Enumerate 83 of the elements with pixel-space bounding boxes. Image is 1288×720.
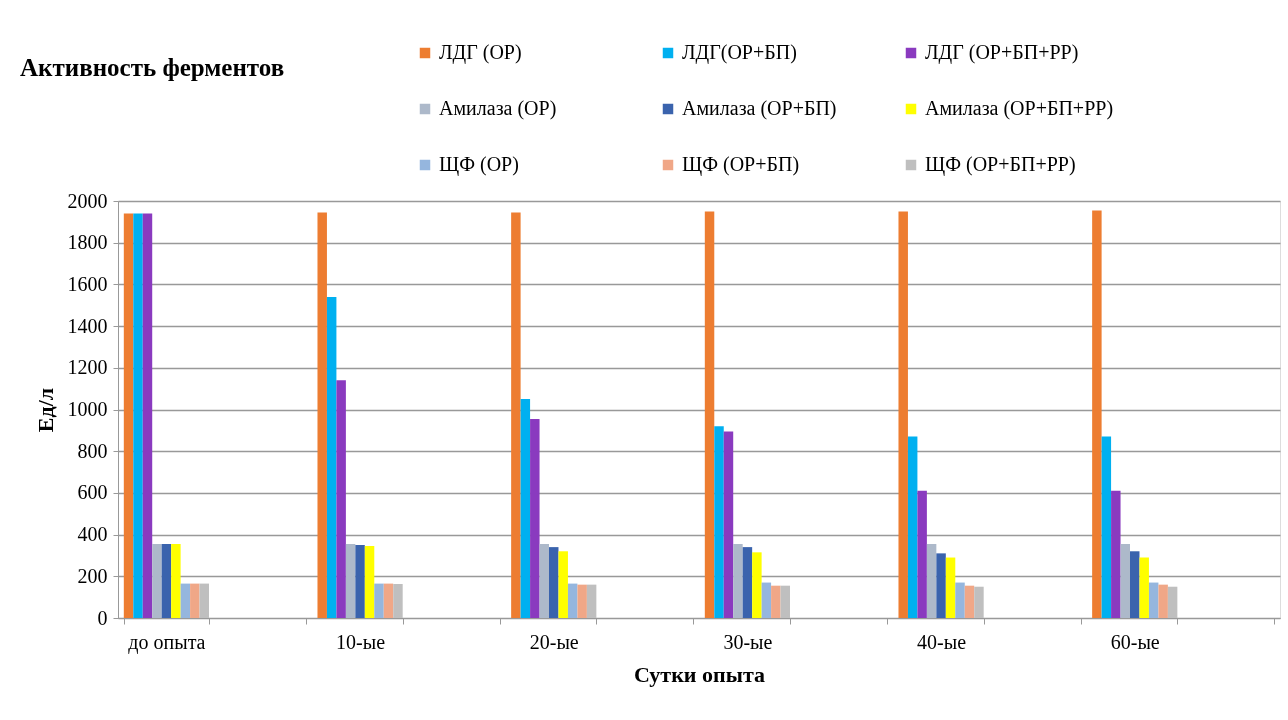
bar bbox=[761, 582, 772, 618]
y-tick-label: 600 bbox=[77, 481, 108, 504]
bar bbox=[199, 583, 210, 618]
y-tick-label: 200 bbox=[77, 564, 108, 587]
bar bbox=[1111, 490, 1121, 618]
y-tick-label: 800 bbox=[77, 439, 108, 462]
bar bbox=[383, 583, 394, 618]
bar bbox=[704, 211, 715, 618]
bar bbox=[355, 545, 365, 618]
y-tick-label: 1600 bbox=[67, 272, 108, 295]
bar bbox=[771, 585, 781, 618]
bar bbox=[374, 583, 384, 618]
y-axis-title: Ед/л bbox=[32, 387, 58, 433]
bar bbox=[964, 585, 975, 618]
y-tick-label: 400 bbox=[77, 523, 108, 546]
y-tick-label: 1400 bbox=[67, 314, 108, 337]
y-tick-label: 2000 bbox=[67, 189, 108, 212]
bar bbox=[345, 543, 356, 618]
legend-label: Амилаза (ОР+БП) bbox=[682, 97, 837, 120]
bar bbox=[1130, 551, 1140, 618]
bar bbox=[577, 584, 587, 618]
y-tick-label: 1200 bbox=[67, 356, 108, 379]
bar bbox=[780, 585, 791, 618]
x-tick-label: 30-ые bbox=[723, 630, 773, 653]
bar bbox=[917, 490, 927, 618]
bar bbox=[142, 213, 153, 618]
bar bbox=[336, 380, 346, 618]
y-tick-label: 1000 bbox=[67, 398, 108, 420]
bar bbox=[936, 553, 946, 618]
legend-label: ЛДГ (ОР+БП+РР) bbox=[925, 41, 1079, 64]
legend-label: Амилаза (ОР) bbox=[439, 97, 557, 120]
bar bbox=[1148, 582, 1159, 618]
legend-label: ЛДГ (ОР) bbox=[439, 41, 522, 64]
bar bbox=[1158, 584, 1168, 618]
bar bbox=[317, 212, 327, 618]
bar bbox=[152, 543, 162, 618]
bar bbox=[190, 583, 200, 618]
bar bbox=[714, 426, 724, 618]
bar bbox=[1120, 543, 1131, 618]
x-tick-label: 40-ые bbox=[917, 630, 967, 653]
bar bbox=[161, 543, 172, 618]
bar bbox=[898, 211, 908, 618]
bar bbox=[733, 543, 743, 618]
legend-label: Амилаза (ОР+БП+РР) bbox=[925, 97, 1114, 120]
bar bbox=[326, 296, 337, 618]
bar bbox=[123, 213, 134, 618]
x-tick-label: 10-ые bbox=[336, 630, 386, 653]
bar bbox=[586, 584, 597, 618]
x-tick-label: 20-ые bbox=[529, 630, 579, 653]
x-tick-label: до опыта bbox=[128, 630, 206, 654]
x-axis-title: Сутки опыта bbox=[634, 661, 765, 687]
y-tick-label: 1800 bbox=[67, 231, 108, 254]
bar bbox=[1139, 557, 1149, 618]
bar bbox=[1092, 210, 1102, 618]
bar bbox=[133, 213, 143, 618]
legend-label: ЩФ (ОР+БП) bbox=[682, 153, 800, 176]
bar bbox=[742, 547, 753, 618]
bar bbox=[723, 431, 734, 618]
bar bbox=[558, 551, 568, 618]
bar bbox=[364, 546, 375, 618]
bar bbox=[752, 552, 762, 618]
legend-label: ЩФ (ОР+БП+РР) bbox=[925, 153, 1076, 176]
bar bbox=[180, 583, 191, 618]
bar bbox=[511, 212, 521, 618]
bar bbox=[549, 547, 559, 618]
bar bbox=[1101, 436, 1112, 618]
bar bbox=[539, 543, 550, 618]
bar bbox=[945, 557, 956, 618]
bar bbox=[171, 543, 181, 618]
y-tick-label: 0 bbox=[97, 606, 108, 629]
legend-label: ЛДГ(ОР+БП) bbox=[682, 41, 797, 64]
bar bbox=[907, 436, 918, 618]
bar bbox=[1167, 586, 1178, 618]
bar bbox=[393, 584, 403, 618]
bar bbox=[974, 586, 984, 618]
x-tick-label: 60-ые bbox=[1110, 630, 1160, 653]
chart-title: Активность ферментов bbox=[20, 54, 285, 81]
bar bbox=[567, 583, 578, 618]
bar bbox=[955, 582, 965, 618]
bar bbox=[926, 543, 937, 618]
legend-label: ЩФ (ОР) bbox=[439, 153, 519, 176]
bar bbox=[520, 399, 531, 618]
bar bbox=[530, 418, 540, 618]
